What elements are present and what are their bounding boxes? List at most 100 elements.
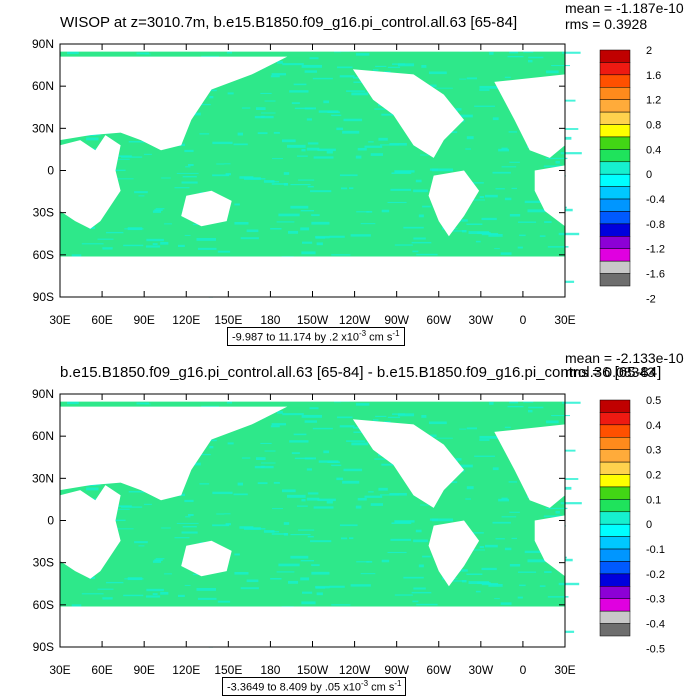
- ocean-anomaly-streak: [394, 171, 410, 173]
- ocean-anomaly-streak: [297, 505, 308, 507]
- range-exponent: -3: [359, 329, 367, 338]
- ocean-anomaly-streak: [278, 563, 300, 567]
- ocean-anomaly-streak: [152, 210, 162, 213]
- ocean-anomaly-streak: [336, 127, 344, 131]
- colorbar-label: -2: [646, 293, 656, 305]
- mean-stat: mean = -2.133e-10: [565, 350, 684, 366]
- ocean-anomaly-streak: [485, 194, 498, 198]
- ocean-anomaly-streak: [307, 142, 319, 145]
- ocean-anomaly-streak: [121, 156, 143, 158]
- ocean-anomaly-streak: [389, 493, 407, 496]
- colorbar-swatch: [599, 449, 631, 463]
- ocean-anomaly-streak: [301, 251, 316, 255]
- ocean-anomaly-streak: [288, 580, 299, 584]
- range-exponent: -3: [360, 679, 369, 688]
- rms-stat: rms = 0.3928: [565, 16, 648, 32]
- ocean-anomaly-streak: [475, 240, 481, 243]
- map-plot: 90N 60N 30N 0 30S 60S 90S 30E 60E 90E 120E 150E 180 1…: [32, 387, 665, 677]
- ocean-anomaly-streak: [310, 190, 332, 193]
- ocean-anomaly-streak: [256, 457, 266, 460]
- ocean-anomaly-streak: [339, 524, 358, 527]
- ocean-anomaly-streak: [391, 172, 412, 174]
- x-tick-label: 30E: [554, 313, 575, 327]
- ocean-anomaly-streak: [545, 157, 568, 160]
- ocean-anomaly-streak: [357, 147, 367, 151]
- colorbar-swatch: [599, 598, 631, 612]
- land-mask: [494, 74, 565, 158]
- ocean-anomaly-streak: [403, 576, 424, 579]
- ocean-anomaly-streak: [355, 505, 362, 509]
- ocean-anomaly-streak: [430, 434, 437, 438]
- ocean-anomaly-streak: [128, 141, 147, 143]
- ocean-anomaly-streak: [312, 77, 333, 80]
- ocean-anomaly-streak: [459, 428, 467, 430]
- ocean-anomaly-streak: [357, 497, 367, 501]
- ocean-anomaly-streak: [421, 65, 427, 68]
- colorbar-swatch: [599, 99, 631, 113]
- ocean-anomaly-streak: [257, 482, 268, 485]
- ocean-anomaly-streak: [102, 597, 113, 600]
- ocean-anomaly-streak: [339, 75, 355, 78]
- ocean-anomaly-streak: [374, 108, 387, 110]
- ocean-anomaly-streak: [178, 244, 185, 247]
- ocean-anomaly-streak: [560, 630, 575, 633]
- x-tick-label: 60W: [426, 663, 451, 677]
- ocean-anomaly-streak: [282, 63, 304, 66]
- ocean-anomaly-streak: [192, 573, 198, 576]
- ocean-anomaly-streak: [300, 210, 314, 212]
- ocean-anomaly-streak: [368, 491, 374, 493]
- x-tick-label: 90W: [384, 313, 409, 327]
- y-tick-label: 0: [47, 164, 54, 178]
- colorbar-swatch: [599, 186, 631, 200]
- colorbar-swatch: [599, 486, 631, 500]
- ocean-anomaly-streak: [282, 489, 296, 493]
- ocean-anomaly-streak: [270, 75, 280, 78]
- ocean-anomaly-streak: [197, 597, 217, 600]
- ocean-anomaly-streak: [143, 503, 152, 505]
- ocean-anomaly-streak: [511, 187, 517, 190]
- ocean-anomaly-streak: [241, 457, 251, 459]
- ocean-anomaly-streak: [152, 560, 162, 563]
- ocean-anomaly-streak: [254, 115, 274, 119]
- colorbar-label: 1.2: [646, 95, 661, 107]
- ocean-anomaly-streak: [298, 529, 315, 531]
- ocean-anomaly-streak: [217, 250, 231, 253]
- ocean-anomaly-streak: [185, 516, 191, 518]
- ocean-anomaly-streak: [233, 143, 248, 146]
- land-mask: [428, 170, 480, 237]
- x-tick-label: 150W: [297, 313, 329, 327]
- ocean-anomaly-streak: [435, 87, 453, 89]
- colorbar-swatch: [599, 573, 631, 587]
- ocean-anomaly-streak: [431, 168, 454, 172]
- ocean-anomaly-streak: [152, 593, 158, 595]
- colorbar-label: 0.5: [646, 395, 661, 407]
- ocean-anomaly-streak: [353, 81, 367, 83]
- ocean-anomaly-streak: [374, 458, 387, 460]
- ocean-anomaly-streak: [301, 148, 306, 152]
- ocean-anomaly-streak: [461, 580, 467, 583]
- x-tick-label: 30E: [49, 313, 70, 327]
- ocean-anomaly-streak: [155, 208, 165, 210]
- ocean-anomaly-streak: [311, 214, 320, 217]
- ocean-anomaly-streak: [411, 591, 432, 594]
- ocean-anomaly-streak: [128, 491, 147, 493]
- ocean-anomaly-streak: [431, 518, 454, 522]
- ocean-anomaly-streak: [504, 426, 511, 429]
- ocean-anomaly-streak: [287, 144, 306, 148]
- ocean-anomaly-streak: [145, 245, 161, 248]
- ocean-anomaly-streak: [378, 137, 388, 141]
- x-tick-label: 90E: [133, 663, 154, 677]
- land-mask: [181, 190, 232, 227]
- ocean-anomaly-streak: [350, 584, 371, 587]
- ocean-anomaly-streak: [283, 183, 289, 186]
- ocean-anomaly-streak: [350, 234, 371, 237]
- ocean-anomaly-streak: [387, 66, 401, 69]
- ocean-anomaly-streak: [300, 560, 314, 562]
- ocean-anomaly-streak: [312, 427, 333, 430]
- ocean-anomaly-streak: [418, 214, 424, 218]
- colorbar-swatch: [599, 474, 631, 488]
- ocean-anomaly-streak: [300, 227, 310, 231]
- y-tick-label: 30N: [32, 121, 54, 135]
- ocean-anomaly-streak: [309, 407, 319, 410]
- map-plot: 90N 60N 30N 0 30S 60S 90S 30E 60E 90E 120E 150E 180 1…: [32, 37, 665, 327]
